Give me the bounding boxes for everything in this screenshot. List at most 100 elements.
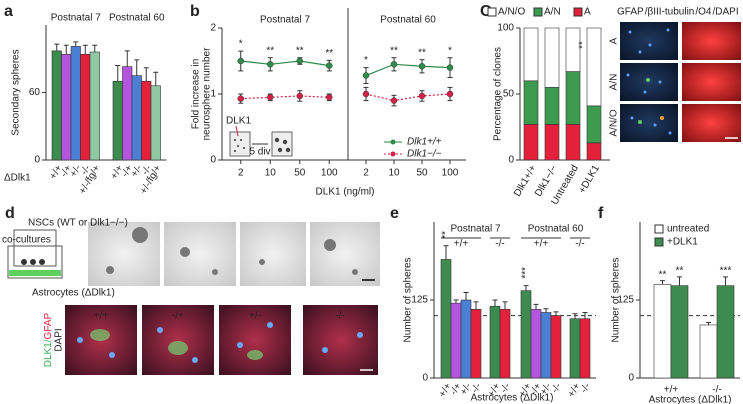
point bbox=[296, 57, 303, 65]
y-axis-label: Fold increase in bbox=[191, 59, 202, 130]
subgroup-label: -/- bbox=[495, 239, 504, 250]
fluorescence-image bbox=[142, 305, 214, 375]
bar-segment bbox=[565, 124, 581, 161]
bar-segment bbox=[565, 27, 581, 72]
bar-segment bbox=[586, 27, 602, 107]
x-tick-label: +DLK1 bbox=[577, 163, 602, 196]
bar-label: +/- bbox=[68, 163, 84, 179]
spheres bbox=[21, 259, 45, 265]
genotype-label: +/+ bbox=[94, 311, 109, 322]
category-label: +/+ bbox=[664, 385, 679, 396]
point bbox=[326, 94, 333, 101]
row-label: A/N/O bbox=[609, 109, 620, 136]
inset-cell bbox=[234, 139, 236, 141]
oligodendrocyte bbox=[660, 116, 664, 120]
bar-label: +/- bbox=[538, 381, 554, 397]
significance: * bbox=[239, 39, 243, 50]
bar-segment bbox=[544, 124, 560, 161]
point bbox=[390, 61, 398, 68]
significance: ** bbox=[418, 47, 426, 58]
legend-label: Dlk1+/+ bbox=[407, 137, 442, 148]
phase-image bbox=[240, 222, 306, 286]
x-tick-label: 50 bbox=[416, 168, 428, 179]
schematic-label: Astrocytes (ΔDlk1) bbox=[32, 288, 115, 299]
astrocyte-layer bbox=[9, 270, 61, 276]
phase-image bbox=[310, 222, 380, 286]
panel-title: Postnatal 7 bbox=[260, 15, 310, 26]
subgroup-label: +/+ bbox=[454, 239, 469, 250]
bar-label: -/+ bbox=[528, 381, 544, 397]
y-tick-label: 1 bbox=[210, 89, 216, 100]
bar bbox=[716, 285, 735, 379]
inset-label: DLK1 bbox=[226, 116, 251, 127]
micrograph bbox=[620, 22, 678, 60]
point bbox=[446, 90, 454, 98]
legend-swatch bbox=[487, 7, 497, 17]
inset-well bbox=[271, 131, 293, 157]
phase-image bbox=[88, 222, 160, 286]
significance: *** bbox=[720, 266, 732, 277]
y-axis-label: Percentage of clones bbox=[493, 47, 504, 141]
neurons bbox=[638, 78, 650, 124]
y-tick-label: 0 bbox=[628, 373, 634, 384]
bar bbox=[489, 305, 501, 379]
point bbox=[418, 92, 426, 100]
fluorescence-image bbox=[303, 305, 378, 375]
inset-sphere bbox=[285, 147, 291, 153]
x-axis-label: ΔDlk1 bbox=[4, 173, 31, 184]
panel-d bbox=[7, 222, 380, 375]
legend-marker bbox=[390, 151, 396, 157]
stain-label: DAPI bbox=[54, 328, 65, 351]
bar bbox=[460, 299, 472, 379]
bar-label: -/- bbox=[579, 381, 593, 395]
y-tick-label: 0 bbox=[210, 155, 216, 166]
significance: ** bbox=[390, 45, 398, 56]
stain-label: /βIII-tubulin bbox=[645, 7, 695, 18]
legend-swatch bbox=[533, 7, 543, 17]
schematic-label: NSCs (WT or Dlk1−/−) bbox=[28, 218, 128, 229]
panel-letter: e bbox=[390, 205, 399, 222]
legend-label: +DLK1 bbox=[667, 237, 698, 248]
significance: ** bbox=[578, 41, 589, 49]
inset-cell bbox=[243, 147, 245, 149]
stain-label: /DAPI bbox=[712, 7, 738, 18]
significance: ** bbox=[296, 45, 304, 56]
significance: ** bbox=[659, 269, 667, 280]
point bbox=[267, 94, 274, 101]
bar bbox=[112, 80, 123, 161]
y-axis-label: Secondary spheres bbox=[11, 49, 22, 135]
y-tick-label: 60 bbox=[29, 87, 41, 98]
y-axis-label: neurosphere number bbox=[202, 47, 213, 141]
schematic-label: co-cultures bbox=[2, 235, 51, 246]
bar bbox=[670, 285, 689, 379]
bar-segment bbox=[586, 105, 602, 144]
significance: ** bbox=[266, 45, 274, 56]
bar bbox=[550, 315, 562, 379]
micrograph bbox=[682, 63, 741, 101]
y-tick-label: 50 bbox=[503, 89, 515, 100]
point bbox=[362, 90, 370, 98]
group-title: Postnatal 60 bbox=[528, 224, 584, 235]
genotype-label: +/- bbox=[249, 311, 261, 322]
stain-label: GFAP bbox=[617, 7, 644, 18]
y-axis-label: Number of spheres bbox=[403, 257, 414, 342]
bar bbox=[653, 284, 672, 379]
inset-pointer bbox=[235, 125, 239, 137]
point bbox=[237, 57, 244, 65]
inset-cell bbox=[240, 139, 242, 141]
bar bbox=[520, 290, 532, 379]
x-tick-label: 50 bbox=[294, 168, 306, 179]
point bbox=[418, 63, 426, 70]
bar-label: +/- bbox=[458, 381, 474, 397]
x-tick-label: 100 bbox=[442, 168, 459, 179]
inset-sphere bbox=[282, 139, 288, 145]
nuclei bbox=[626, 28, 672, 135]
x-axis-label: Astrocytes (ΔDlk1) bbox=[649, 395, 732, 404]
legend-label: A/N bbox=[544, 7, 561, 18]
bar bbox=[699, 324, 718, 379]
x-tick-label: 10 bbox=[265, 168, 277, 179]
stain-part: DLK1/ bbox=[43, 339, 54, 367]
dlk1-signal bbox=[90, 329, 263, 360]
bar-segment bbox=[523, 124, 539, 161]
